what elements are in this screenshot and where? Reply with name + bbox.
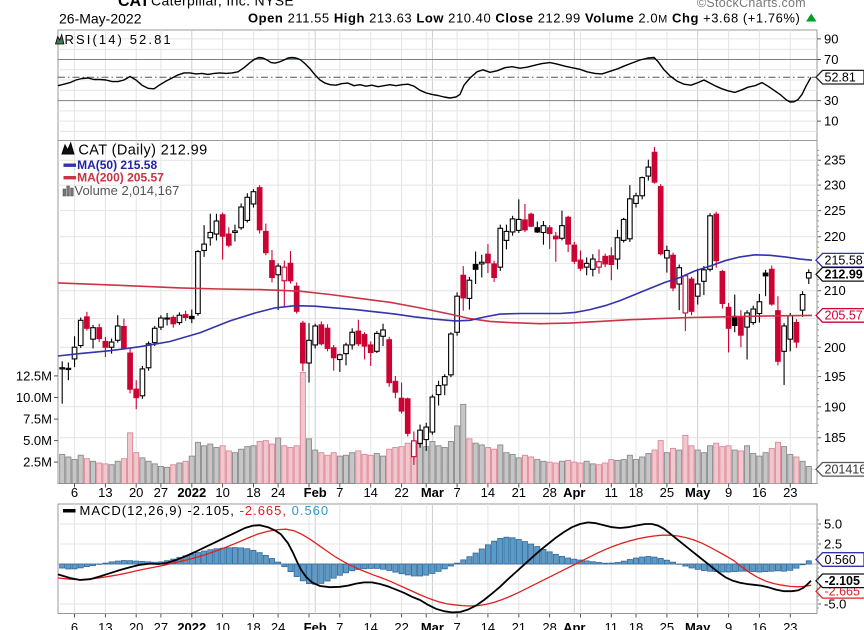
svg-text:MACD(12,26,9) -2.105, -2.665,: MACD(12,26,9) -2.105, -2.665, 0.560 (80, 503, 330, 518)
svg-text:23: 23 (783, 620, 797, 630)
svg-text:210: 210 (824, 283, 846, 298)
svg-text:21: 21 (512, 620, 526, 630)
svg-text:May: May (685, 485, 711, 500)
svg-text:Feb: Feb (304, 620, 327, 630)
svg-text:30: 30 (824, 93, 838, 108)
svg-text:RSI(14) 52.81: RSI(14) 52.81 (65, 32, 173, 47)
svg-text:Volume 2,014,167: Volume 2,014,167 (75, 183, 180, 198)
svg-text:11: 11 (605, 485, 619, 500)
svg-text:225: 225 (824, 203, 846, 218)
svg-text:7: 7 (453, 620, 460, 630)
svg-text:7.5M: 7.5M (23, 412, 52, 427)
svg-text:-5.0: -5.0 (824, 597, 846, 612)
svg-text:14: 14 (481, 620, 495, 630)
svg-text:215.58: 215.58 (825, 254, 863, 268)
svg-text:205.57: 205.57 (825, 309, 863, 323)
svg-text:13: 13 (98, 620, 112, 630)
svg-text:190: 190 (824, 399, 846, 414)
svg-text:52.81: 52.81 (825, 71, 856, 85)
svg-text:9: 9 (725, 620, 732, 630)
svg-text:185: 185 (824, 430, 846, 445)
svg-text:90: 90 (824, 31, 838, 46)
svg-text:13: 13 (98, 485, 112, 500)
svg-text:22: 22 (394, 620, 408, 630)
svg-text:9: 9 (725, 485, 732, 500)
svg-text:2.5M: 2.5M (23, 455, 52, 470)
svg-text:220: 220 (824, 229, 846, 244)
svg-text:6: 6 (71, 485, 78, 500)
svg-text:23: 23 (783, 485, 797, 500)
svg-text:14: 14 (363, 485, 377, 500)
svg-text:24: 24 (271, 485, 285, 500)
svg-text:10.0M: 10.0M (16, 390, 52, 405)
svg-text:212.99: 212.99 (825, 268, 863, 282)
svg-text:CAT (Daily) 212.99: CAT (Daily) 212.99 (78, 142, 207, 158)
svg-text:28: 28 (542, 620, 556, 630)
svg-text:18: 18 (246, 620, 260, 630)
svg-text:200: 200 (824, 340, 846, 355)
svg-text:7: 7 (336, 620, 343, 630)
svg-text:27: 27 (154, 620, 168, 630)
svg-text:10: 10 (824, 114, 838, 129)
svg-text:70: 70 (824, 52, 838, 67)
svg-text:28: 28 (542, 485, 556, 500)
svg-text:26-May-2022: 26-May-2022 (59, 10, 142, 26)
svg-text:Open 211.55 High 213.63 Low 21: Open 211.55 High 213.63 Low 210.40 Close… (248, 11, 800, 26)
svg-text:18: 18 (629, 620, 643, 630)
svg-text:20: 20 (129, 620, 143, 630)
svg-text:7: 7 (453, 485, 460, 500)
svg-text:CAT: CAT (118, 0, 150, 10)
svg-text:2022: 2022 (177, 485, 206, 500)
svg-text:Mar: Mar (421, 485, 444, 500)
svg-text:Feb: Feb (304, 485, 327, 500)
svg-text:©StockCharts.com: ©StockCharts.com (697, 0, 806, 10)
svg-text:195: 195 (824, 369, 846, 384)
svg-text:22: 22 (394, 485, 408, 500)
svg-text:14: 14 (481, 485, 495, 500)
svg-text:Apr: Apr (563, 620, 585, 630)
svg-text:18: 18 (246, 485, 260, 500)
svg-text:2022: 2022 (177, 620, 206, 630)
svg-text:20: 20 (129, 485, 143, 500)
svg-text:0.560: 0.560 (825, 553, 856, 567)
svg-text:25: 25 (660, 485, 674, 500)
svg-text:18: 18 (629, 485, 643, 500)
svg-text:21: 21 (512, 485, 526, 500)
svg-text:5.0: 5.0 (824, 517, 842, 532)
svg-text:Mar: Mar (421, 620, 444, 630)
svg-text:25: 25 (660, 620, 674, 630)
svg-text:11: 11 (605, 620, 619, 630)
svg-text:24: 24 (271, 620, 285, 630)
svg-text:10: 10 (215, 485, 229, 500)
svg-text:16: 16 (752, 620, 766, 630)
svg-text:Apr: Apr (563, 485, 585, 500)
svg-text:5.0M: 5.0M (23, 433, 52, 448)
svg-text:Caterpillar, Inc. NYSE: Caterpillar, Inc. NYSE (151, 0, 294, 9)
svg-text:14: 14 (363, 620, 377, 630)
svg-text:12.5M: 12.5M (16, 368, 52, 383)
svg-text:2014167: 2014167 (825, 463, 864, 477)
svg-text:230: 230 (824, 178, 846, 193)
svg-text:MA(50) 215.58: MA(50) 215.58 (77, 158, 157, 172)
svg-text:27: 27 (154, 485, 168, 500)
svg-text:235: 235 (824, 153, 846, 168)
svg-text:-2.105: -2.105 (825, 574, 860, 588)
svg-text:6: 6 (71, 620, 78, 630)
svg-text:10: 10 (215, 620, 229, 630)
svg-text:May: May (685, 620, 711, 630)
svg-text:7: 7 (336, 485, 343, 500)
svg-text:MA(200) 205.57: MA(200) 205.57 (77, 171, 164, 185)
svg-text:2.5: 2.5 (824, 537, 842, 552)
svg-text:16: 16 (752, 485, 766, 500)
